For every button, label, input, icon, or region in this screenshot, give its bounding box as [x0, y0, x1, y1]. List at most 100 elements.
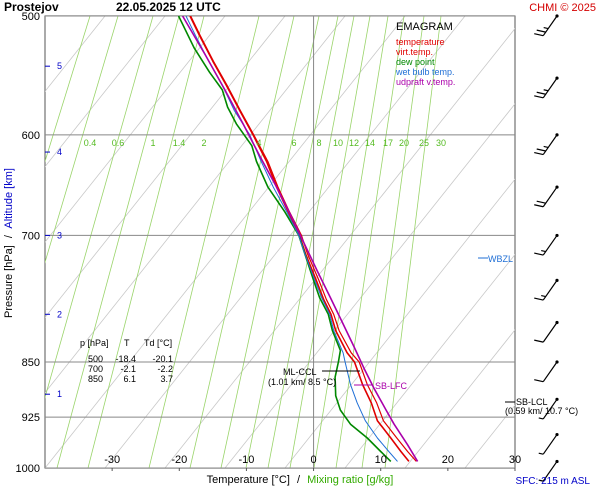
wind-barb-staff	[542, 186, 558, 208]
mixing-ratio-line	[189, 16, 295, 468]
mixing-ratio-label: 12	[349, 138, 359, 148]
temp-tick-label: -10	[238, 454, 254, 466]
table-cell: 700	[88, 364, 103, 374]
series-dew-point	[177, 16, 392, 462]
temp-tick-label: -30	[104, 454, 120, 466]
mixing-ratio-label: 0.6	[112, 138, 125, 148]
wind-barb-staff	[542, 461, 558, 482]
wind-barb-feather	[538, 479, 544, 482]
adiabat-line	[164, 27, 515, 468]
sb-lcl-label: SB-LCL	[516, 397, 548, 407]
wind-barb-feather	[543, 89, 549, 92]
mixing-ratio-line	[87, 16, 205, 468]
legend-item-virt-temp: virt.temp.	[396, 47, 433, 57]
wind-barb-staff	[542, 280, 558, 301]
mixing-ratio-line	[220, 16, 320, 468]
wind-barb-feather	[543, 145, 549, 149]
ml-ccl-value: (1.01 km/ 8.5 °C)	[268, 377, 336, 387]
mixing-ratio-line	[384, 16, 442, 468]
y-axis-altitude-label: Altitude [km]	[3, 168, 15, 229]
table-cell: 3.7	[160, 374, 173, 384]
wind-barb	[534, 320, 559, 343]
table-header-p: p [hPa]	[80, 338, 109, 348]
wind-barb-feather	[538, 452, 544, 455]
mixing-ratio-line	[245, 16, 339, 468]
y-axis-pressure-label: Pressure [hPa]	[3, 245, 15, 318]
surface-elevation: SFC: 215 m ASL	[516, 476, 591, 487]
wind-barb-feather	[534, 252, 544, 256]
wind-barb-feather	[534, 33, 544, 37]
x-axis-title: Temperature [°C] / Mixing ratio [g/kg]	[207, 474, 394, 486]
wind-barb-station	[555, 459, 559, 464]
pressure-tick-label: 700	[22, 230, 40, 242]
mixing-ratio-label: 30	[436, 138, 446, 148]
mixing-ratio-line	[56, 16, 180, 468]
wind-barb-station	[555, 278, 559, 283]
mixing-ratio-label: 6	[291, 138, 296, 148]
mixing-ratio-line	[148, 16, 260, 468]
mixing-ratio-label: 2	[201, 138, 206, 148]
mixing-ratio-label: 4	[256, 138, 261, 148]
wind-barb-staff	[542, 434, 558, 455]
mixing-ratio-label: 20	[399, 138, 409, 148]
wind-barb-staff	[542, 134, 558, 155]
wind-barb-feather	[538, 417, 544, 420]
wind-barb-feather	[534, 339, 544, 343]
table-cell: -2.2	[157, 364, 173, 374]
temp-tick-label: -20	[171, 454, 187, 466]
wbzl-label: WBZL	[488, 254, 513, 264]
wind-barb-feather	[541, 249, 546, 253]
wind-barb	[538, 397, 559, 420]
station-title: Prostejov	[4, 0, 59, 14]
wind-barb-station	[555, 360, 559, 364]
adiabat-line	[45, 16, 346, 394]
x-axis-temp-label: Temperature [°C]	[207, 474, 290, 486]
wind-barb-staff	[542, 235, 558, 256]
plot-frame	[44, 15, 516, 469]
mixing-ratio-line	[45, 16, 91, 163]
sounding-table: p [hPa] T Td [°C] 500 -18.4 -20.1 700 -2…	[80, 338, 173, 384]
wind-barb-feather	[543, 26, 549, 30]
pressure-tick-label: 600	[22, 130, 40, 142]
wind-barb-feather	[534, 95, 544, 99]
table-header-t: T	[124, 338, 130, 348]
wind-barb-station	[555, 397, 559, 401]
table-header-td: Td [°C]	[144, 338, 172, 348]
legend: EMAGRAM temperature virt.temp. dew point…	[395, 21, 455, 87]
mixing-ratio-line	[45, 16, 154, 399]
x-axis-mixing-label: Mixing ratio [g/kg]	[307, 474, 393, 486]
wind-barb-feather	[534, 379, 544, 383]
adiabat-line	[585, 16, 600, 468]
table-cell: 500	[88, 354, 103, 364]
wind-barb-station	[555, 233, 559, 238]
wind-barb-station	[555, 14, 559, 18]
adiabat-line	[404, 329, 515, 468]
mixing-ratio-label: 25	[419, 138, 429, 148]
series-udpraft-v-temp	[181, 16, 419, 462]
temp-tick-label: 0	[311, 454, 317, 466]
wind-barb	[534, 278, 559, 301]
altitude-tick-label: 1	[57, 389, 62, 399]
wind-barb-feather	[541, 294, 546, 298]
wind-barb-feather	[534, 204, 544, 208]
adiabat-line	[284, 178, 515, 468]
y-axis-title: Pressure [hPa] / Altitude [km]	[3, 168, 15, 318]
pressure-tick-label: 925	[22, 412, 40, 424]
legend-item-temperature: temperature	[396, 37, 445, 47]
wind-barb-staff	[542, 322, 558, 343]
mixing-ratio-line	[313, 16, 389, 468]
wind-barb	[534, 14, 559, 37]
wind-barb-station	[555, 133, 559, 137]
wind-barb-staff	[542, 77, 558, 99]
table-cell: -20.1	[152, 354, 173, 364]
wind-barb-station	[555, 76, 559, 80]
copyright: CHMI © 2025	[529, 2, 596, 14]
mixing-ratio-label: 0.4	[84, 138, 97, 148]
wind-barb-feather	[536, 148, 546, 152]
wind-barb	[538, 459, 559, 482]
series-temperature	[189, 16, 410, 462]
pressure-tick-label: 500	[22, 11, 40, 23]
mixing-ratio-label: 17	[383, 138, 393, 148]
y-axis-separator: /	[3, 234, 15, 238]
